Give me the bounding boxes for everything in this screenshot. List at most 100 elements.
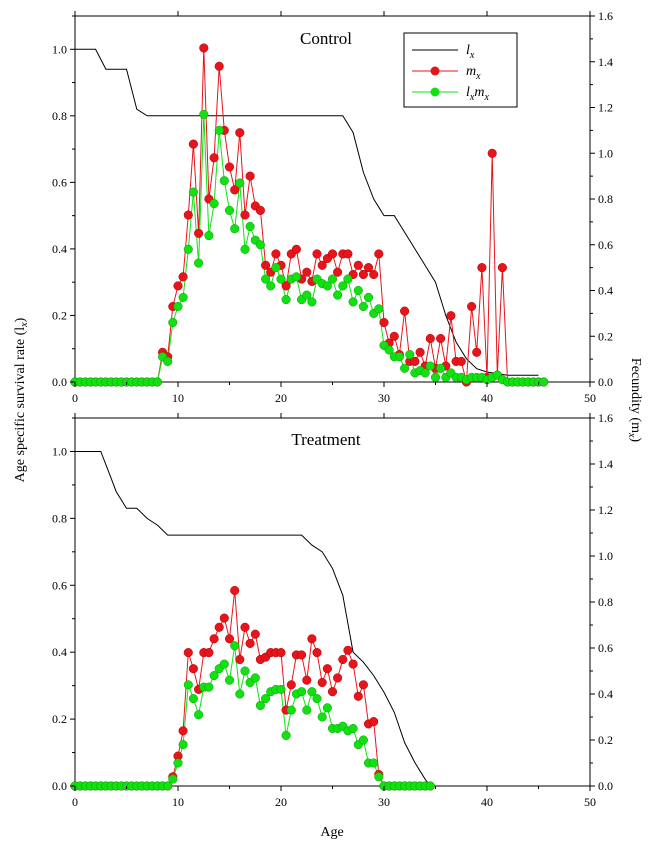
x-tick-label: 30	[378, 795, 390, 809]
y-right-tick-label: 1.2	[598, 101, 613, 115]
lxmx-point	[255, 240, 265, 250]
y-left-tick-label: 0.8	[52, 511, 67, 525]
lxmx-point	[261, 274, 271, 284]
y-right-tick-label: 0.2	[598, 733, 613, 747]
lxmx-point	[297, 687, 307, 697]
y-left-tick-label: 0.8	[52, 109, 67, 123]
lxmx-point	[209, 671, 219, 681]
x-tick-label: 20	[275, 795, 287, 809]
mx-point	[302, 675, 312, 685]
mx-point	[276, 648, 286, 658]
mx-point	[322, 664, 332, 674]
mx-point	[477, 263, 487, 273]
lxmx-point	[235, 689, 245, 699]
mx-point	[214, 622, 224, 632]
lxmx-point	[369, 758, 379, 768]
mx-point	[307, 634, 317, 644]
mx-point	[199, 43, 209, 53]
lxmx-point	[312, 694, 322, 704]
lxmx-point	[400, 363, 410, 373]
mx-point	[240, 622, 250, 632]
mx-point	[194, 228, 204, 238]
lxmx-point	[302, 290, 312, 300]
mx-point	[343, 249, 353, 259]
x-tick-label: 0	[72, 391, 78, 405]
mx-point	[456, 356, 466, 366]
mx-point	[240, 210, 250, 220]
lxmx-series-line	[75, 114, 544, 383]
mx-point	[245, 638, 255, 648]
lxmx-point	[539, 377, 549, 387]
y-right-tick-label: 0.8	[598, 595, 613, 609]
lxmx-point	[219, 176, 229, 186]
lxmx-point	[204, 231, 214, 241]
lxmx-point	[235, 178, 245, 188]
lxmx-point	[250, 673, 260, 683]
mx-point	[358, 680, 368, 690]
lxmx-point	[286, 705, 296, 715]
lxmx-point	[363, 292, 374, 302]
lxmx-point	[194, 258, 204, 268]
lxmx-point	[348, 723, 358, 734]
mx-point	[379, 317, 389, 328]
y-right-tick-label: 0.0	[598, 779, 613, 793]
mx-point	[271, 249, 281, 259]
lxmx-point	[271, 263, 281, 273]
lxmx-point	[183, 680, 193, 690]
lxmx-point	[178, 292, 188, 302]
mx-point	[389, 331, 399, 341]
mx-point	[353, 691, 363, 701]
y-left-axis: 0.0 0.2 0.4 0.6 0.8 1.0	[52, 15, 75, 389]
mx-point	[188, 139, 198, 149]
y-right-tick-label: 0.0	[598, 375, 613, 389]
mx-point	[472, 347, 482, 357]
mx-point	[369, 269, 379, 280]
mx-point	[214, 61, 224, 71]
lxmx-point	[358, 735, 368, 745]
mx-point	[410, 356, 420, 366]
mx-point	[343, 645, 353, 655]
mx-point	[327, 687, 338, 697]
y-right-tick-label: 0.2	[598, 329, 613, 343]
mx-point	[261, 260, 271, 270]
lxmx-point	[281, 730, 291, 740]
legend-label: mx	[466, 64, 481, 82]
y-right-tick-label: 1.4	[598, 55, 613, 69]
lxmx-point	[358, 301, 368, 312]
lxmx-point	[276, 274, 286, 284]
lx-series-line	[75, 48, 539, 376]
lxmx-point	[255, 700, 265, 711]
y-right-tick-label: 0.4	[598, 687, 613, 701]
mx-point	[400, 306, 410, 316]
lxmx-point	[374, 772, 384, 782]
mx-point	[369, 717, 379, 727]
lxmx-point	[240, 666, 250, 676]
lxmx-point	[188, 187, 198, 197]
y-right-tick-label: 0.6	[598, 641, 613, 655]
lxmx-point	[307, 297, 317, 307]
mx-point	[415, 347, 425, 357]
mx-point	[224, 634, 235, 644]
series-markers	[70, 43, 549, 387]
lxmx-point	[219, 659, 229, 669]
lxmx-point	[178, 740, 188, 750]
mx-point	[245, 171, 255, 181]
mx-point	[224, 162, 235, 172]
legend-swatch-marker	[430, 87, 440, 97]
lxmx-point	[425, 781, 435, 791]
lxmx-point	[194, 710, 204, 720]
treatment-panel: 0 10 20 30 40 50 0.0 0.2 0.4 0.6 0.8 1.0 0.0 0.2 0.4…	[52, 411, 613, 809]
lxmx-point	[199, 109, 209, 119]
y-right-tick-label: 1.6	[598, 411, 613, 425]
y-right-tick-label: 0.8	[598, 192, 613, 206]
mx-point	[230, 585, 240, 596]
mx-point	[302, 267, 312, 277]
lxmx-point	[425, 361, 435, 371]
mx-point	[291, 244, 301, 254]
lxmx-point	[302, 705, 312, 715]
lxmx-point	[230, 224, 240, 234]
lxmx-point	[343, 274, 353, 284]
y-right-tick-label: 0.6	[598, 238, 613, 252]
